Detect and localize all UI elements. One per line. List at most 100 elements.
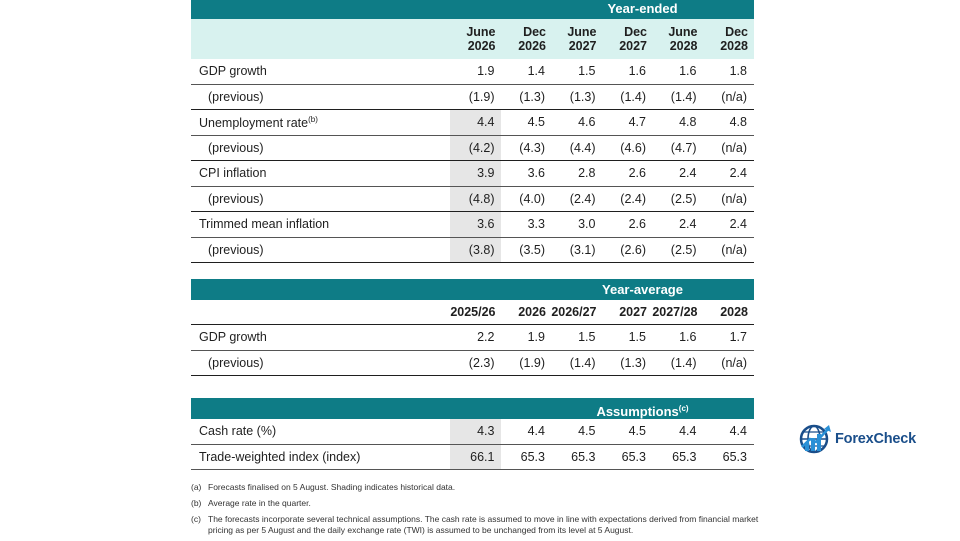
- table-cell: 2.2: [477, 330, 495, 344]
- table-cell: 4.4: [729, 424, 747, 438]
- column-header-line2: 2027: [619, 39, 647, 53]
- row-label-text: GDP growth: [199, 330, 267, 345]
- forexcheck-logo[interactable]: ForexCheck: [798, 422, 916, 456]
- table-cell: 4.7: [628, 115, 646, 129]
- row-label: (previous): [191, 243, 450, 257]
- table-cell: (1.4): [670, 355, 697, 370]
- table-cell: 2.4: [729, 166, 747, 180]
- table-row: (previous) (3.8) (3.5) (3.1) (2.6) (2.5) (n/a): [191, 237, 754, 263]
- table-cell: (4.8): [450, 186, 501, 211]
- table-cell: 65.3: [520, 449, 545, 464]
- table-row: Cash rate (%) 4.3 4.4 4.5 4.5 4.4 4.4: [191, 419, 754, 445]
- column-header-line2: 2028: [720, 39, 748, 53]
- table-cell: (3.5): [519, 242, 545, 257]
- table-cell: (n/a): [721, 242, 747, 257]
- table-cell: 2.4: [729, 217, 747, 231]
- table-row: (previous) (1.9) (1.3) (1.3) (1.4) (1.4) (n/a): [191, 85, 754, 110]
- footnote: (c) The forecasts incorporate several tec…: [191, 514, 761, 536]
- footnote-tag: (b): [191, 498, 202, 508]
- table-cell: 1.9: [527, 330, 545, 344]
- column-header: 2026: [518, 305, 546, 319]
- table-cell: (3.1): [569, 242, 596, 257]
- table-cell: (1.4): [620, 89, 646, 104]
- column-header: 2027/28: [652, 305, 698, 319]
- column-header-line1: June: [567, 25, 597, 39]
- year-ended-rows: GDP growth 1.9 1.4 1.5 1.6 1.6 1.8 (previous) (1…: [191, 59, 754, 263]
- year-ended-column-headers: June 2026 Dec 2026 June 2027 Dec 2027 June 2028 De…: [191, 19, 754, 59]
- table-cell: 4.8: [729, 115, 747, 129]
- table-cell: 4.4: [527, 424, 545, 438]
- logo-wordmark: ForexCheck: [835, 431, 916, 447]
- table-row: Trade-weighted index (index) 66.1 65.3 65.3…: [191, 444, 754, 470]
- row-label-text: (previous): [208, 89, 264, 104]
- table-cell: (2.4): [569, 191, 596, 206]
- footnote: (a) Forecasts finalised on 5 August. Shad…: [191, 482, 761, 493]
- table-cell: (1.4): [670, 89, 697, 104]
- table-row: GDP growth 1.9 1.4 1.5 1.6 1.6 1.8: [191, 59, 754, 85]
- table-cell: (n/a): [721, 191, 747, 206]
- table-cell: (n/a): [721, 355, 747, 370]
- year-average-header-bar: Year-average: [191, 279, 754, 300]
- assumptions-header-bar: Assumptions(c): [191, 398, 754, 419]
- assumptions-footnote-marker: (c): [678, 404, 689, 413]
- year-average-table: Year-average 2025/26 2026 2026/27 2027 2027/…: [191, 279, 754, 376]
- column-header-line1: June: [466, 25, 496, 39]
- row-label: Trimmed mean inflation: [191, 217, 450, 231]
- row-label-text: (previous): [208, 140, 264, 155]
- column-header: Dec 2026: [501, 25, 552, 53]
- table-cell: (1.3): [569, 89, 596, 104]
- table-cell: 3.6: [450, 212, 501, 237]
- column-header-line1: Dec: [624, 25, 647, 39]
- table-cell: (1.4): [569, 355, 596, 370]
- year-ended-title: Year-ended: [607, 1, 678, 16]
- table-cell: 4.6: [578, 115, 596, 129]
- table-cell: 1.5: [628, 330, 646, 344]
- table-row: GDP growth 2.2 1.9 1.5 1.5 1.6 1.7: [191, 325, 754, 351]
- table-cell: 4.3: [450, 419, 501, 444]
- column-header: 2026/27: [551, 305, 597, 319]
- table-cell: 65.3: [571, 449, 596, 464]
- table-cell: 1.5: [578, 330, 596, 344]
- table-cell: 4.4: [450, 110, 501, 135]
- table-cell: (2.3): [468, 355, 495, 370]
- row-label: Trade-weighted index (index): [191, 450, 450, 464]
- row-label-text: (previous): [208, 191, 264, 206]
- row-label: GDP growth: [191, 64, 450, 78]
- column-header-line1: Dec: [725, 25, 748, 39]
- table-cell: 1.5: [578, 64, 596, 78]
- table-row: Unemployment rate(b) 4.4 4.5 4.6 4.7 4.8 4.8: [191, 110, 754, 136]
- table-row: (previous) (4.2) (4.3) (4.4) (4.6) (4.7) (n/a): [191, 135, 754, 161]
- table-cell: 3.3: [527, 217, 545, 231]
- table-cell: (3.8): [450, 237, 501, 262]
- row-label-text: GDP growth: [199, 64, 267, 79]
- table-cell: 3.0: [578, 217, 596, 231]
- year-ended-header-bar: Year-ended: [191, 0, 754, 19]
- table-cell: 1.4: [527, 64, 545, 78]
- table-cell: (4.4): [569, 140, 596, 155]
- column-header: 2028: [720, 305, 748, 319]
- logo-text-forex: Forex: [835, 431, 874, 447]
- column-header-line1: June: [668, 25, 698, 39]
- row-label: CPI inflation: [191, 166, 450, 180]
- table-cell: 1.8: [729, 64, 747, 78]
- row-label-text: (previous): [208, 242, 264, 257]
- year-ended-table: Year-ended June 2026 Dec 2026 June 2027 Dec 202…: [191, 0, 754, 263]
- table-cell: 1.6: [628, 64, 646, 78]
- footnotes: (a) Forecasts finalised on 5 August. Shad…: [191, 482, 761, 541]
- assumptions-rows: Cash rate (%) 4.3 4.4 4.5 4.5 4.4 4.4 Trade-wei…: [191, 419, 754, 470]
- row-label-text: Cash rate (%): [199, 424, 277, 439]
- column-header: June 2026: [450, 25, 501, 53]
- table-cell: (n/a): [721, 89, 747, 104]
- row-label: Cash rate (%): [191, 424, 450, 438]
- row-label: GDP growth: [191, 330, 450, 344]
- table-cell: (2.5): [670, 242, 697, 257]
- row-label-text: Trade-weighted index (index): [199, 449, 361, 464]
- table-cell: 1.6: [679, 330, 697, 344]
- table-cell: 4.8: [679, 115, 697, 129]
- table-cell: 4.4: [679, 424, 697, 438]
- table-cell: 3.9: [450, 161, 501, 186]
- logo-text-check: Check: [873, 431, 917, 447]
- table-cell: 4.5: [628, 424, 646, 438]
- row-label: (previous): [191, 141, 450, 155]
- column-header: Dec 2027: [602, 25, 653, 53]
